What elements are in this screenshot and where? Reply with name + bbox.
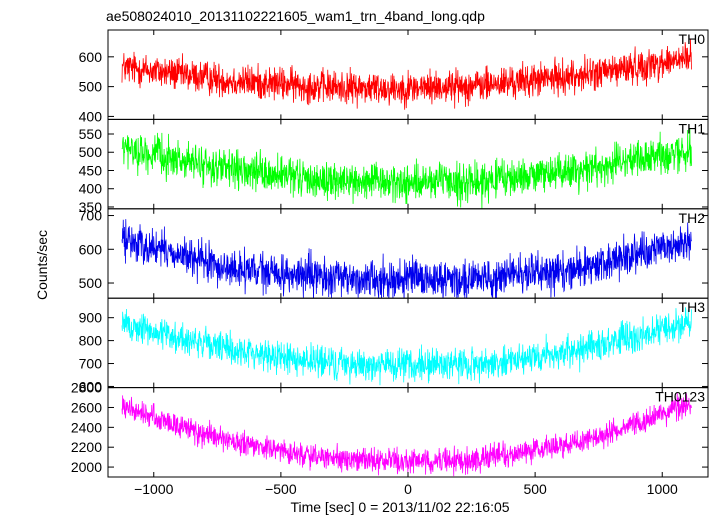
panel-label-th0123: TH0123 <box>655 389 705 405</box>
panel-label-th3: TH3 <box>679 299 706 315</box>
series-th0 <box>121 39 692 110</box>
y-tick-label: 400 <box>79 108 103 124</box>
panel-th0123: 2000 2200 2400 2600 2800 TH0123 <box>71 380 709 478</box>
y-tick-label: 700 <box>79 356 103 372</box>
y-tick-label: 900 <box>79 310 103 326</box>
series-th0123 <box>121 393 692 477</box>
y-tick-label: 500 <box>79 275 103 291</box>
series-th2 <box>121 219 692 299</box>
x-tick-label: −1000 <box>134 481 174 497</box>
y-tick-label: 700 <box>79 208 103 224</box>
panel-label-th2: TH2 <box>679 210 706 226</box>
y-tick-label: 400 <box>79 181 103 197</box>
y-tick-label: 2400 <box>71 419 102 435</box>
y-tick-label: 2000 <box>71 459 102 475</box>
y-tick-label: 550 <box>79 126 103 142</box>
y-tick-label: 800 <box>79 333 103 349</box>
panel-label-th1: TH1 <box>679 120 706 136</box>
y-tick-label: 450 <box>79 162 103 178</box>
y-tick-label: 2800 <box>71 380 102 396</box>
panel-th3: 600 700 800 900 TH3 <box>79 297 709 394</box>
series-th3 <box>121 307 692 386</box>
panel-th1: 350 400 450 500 550 TH1 <box>79 118 709 215</box>
y-tick-label: 600 <box>79 241 103 257</box>
y-tick-label: 350 <box>79 199 103 215</box>
panel-label-th0: TH0 <box>679 31 706 47</box>
y-tick-label: 2600 <box>71 399 102 415</box>
x-tick-label: −500 <box>265 481 297 497</box>
panel-th0: 400 500 600 TH0 <box>79 29 709 124</box>
y-tick-label: 500 <box>79 79 103 95</box>
series-th1 <box>121 128 692 209</box>
y-axis-label: Counts/sec <box>34 230 50 300</box>
x-axis-label: Time [sec] 0 = 2013/11/02 22:16:05 <box>290 499 509 515</box>
y-tick-label: 600 <box>79 49 103 65</box>
chart-title: ae508024010_20131102221605_wam1_trn_4ban… <box>106 8 485 24</box>
y-tick-label: 600 <box>79 378 103 394</box>
panels-group: 400 500 600 TH0 350 400 450 500 550 TH1 500 600 700 T… <box>71 29 709 497</box>
x-tick-label: 500 <box>523 481 547 497</box>
y-tick-label: 500 <box>79 144 103 160</box>
y-tick-label: 2200 <box>71 439 102 455</box>
panel-th2: 500 600 700 TH2 <box>79 208 709 299</box>
x-tick-label: 1000 <box>647 481 678 497</box>
x-tick-label: 0 <box>404 481 412 497</box>
